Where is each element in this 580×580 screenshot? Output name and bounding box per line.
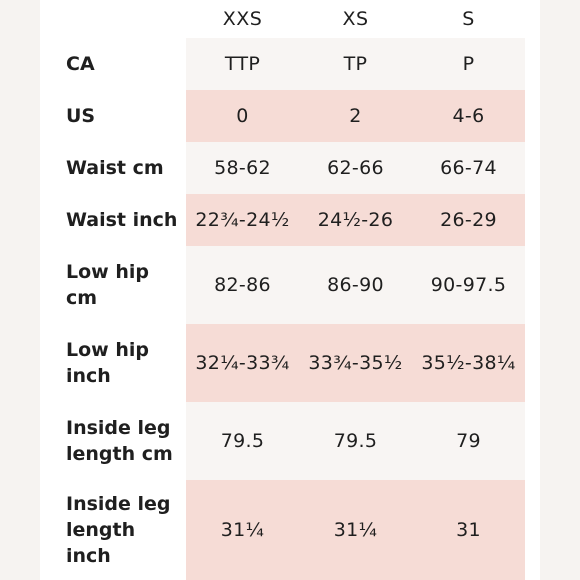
table-cell: P [412, 38, 525, 90]
header-row: XXS XS S [58, 0, 525, 38]
table-row: Low hip inch 32¼-33¾ 33¾-35½ 35½-38¼ [58, 324, 525, 402]
table-row: Low hip cm 82-86 86-90 90-97.5 [58, 246, 525, 324]
table-cell: 90-97.5 [412, 246, 525, 324]
table-cell: 35½-38¼ [412, 324, 525, 402]
table-cell: 2 [299, 90, 412, 142]
table-cell: 62-66 [299, 142, 412, 194]
row-label: Waist inch [58, 194, 186, 246]
table-cell: 66-74 [412, 142, 525, 194]
table-row: US 0 2 4-6 [58, 90, 525, 142]
table-cell: 31¼ [299, 480, 412, 580]
size-chart-table: XXS XS S CA TTP TP P US 0 2 4-6 Waist cm… [58, 0, 525, 580]
table-cell: 33¾-35½ [299, 324, 412, 402]
table-row: CA TTP TP P [58, 38, 525, 90]
table-cell: 79.5 [299, 402, 412, 480]
row-label: Inside leg length cm [58, 402, 186, 480]
table-cell: 32¼-33¾ [186, 324, 299, 402]
table-cell: 24½-26 [299, 194, 412, 246]
table-cell: 22¾-24½ [186, 194, 299, 246]
header-corner [58, 0, 186, 38]
table-cell: 86-90 [299, 246, 412, 324]
table-cell: TP [299, 38, 412, 90]
table-cell: 79 [412, 402, 525, 480]
table-cell: 58-62 [186, 142, 299, 194]
row-label: US [58, 90, 186, 142]
table-row: Waist inch 22¾-24½ 24½-26 26-29 [58, 194, 525, 246]
table-row: Inside leg length cm 79.5 79.5 79 [58, 402, 525, 480]
table-cell: 26-29 [412, 194, 525, 246]
row-label: Inside leg length inch [58, 480, 186, 580]
table-cell: TTP [186, 38, 299, 90]
column-header-xxs: XXS [186, 0, 299, 38]
column-header-s: S [412, 0, 525, 38]
row-label: Waist cm [58, 142, 186, 194]
column-header-xs: XS [299, 0, 412, 38]
table-cell: 31 [412, 480, 525, 580]
table-cell: 0 [186, 90, 299, 142]
table-cell: 31¼ [186, 480, 299, 580]
table-row: Waist cm 58-62 62-66 66-74 [58, 142, 525, 194]
table-cell: 82-86 [186, 246, 299, 324]
row-label: CA [58, 38, 186, 90]
table-cell: 79.5 [186, 402, 299, 480]
row-label: Low hip inch [58, 324, 186, 402]
table-cell: 4-6 [412, 90, 525, 142]
row-label: Low hip cm [58, 246, 186, 324]
table-row: Inside leg length inch 31¼ 31¼ 31 [58, 480, 525, 580]
